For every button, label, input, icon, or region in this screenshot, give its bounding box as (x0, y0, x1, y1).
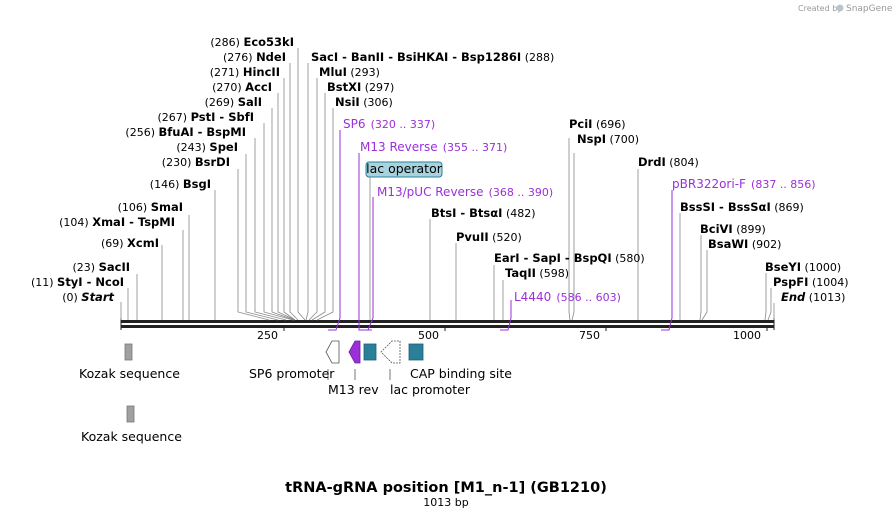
enzyme-bseyi[interactable]: BseYI (1000) (765, 260, 841, 274)
enzyme-bsrdi[interactable]: (230) BsrDI (162, 155, 230, 169)
lac-operator-box[interactable] (363, 343, 377, 361)
snapgene-logo-icon (836, 4, 844, 12)
enzyme-bsgi[interactable]: (146) BsgI (150, 177, 211, 191)
enzyme-pspfi[interactable]: PspFI (1004) (773, 275, 849, 289)
primer-pbr322ori-f[interactable]: pBR322ori-F (837 .. 856) (672, 173, 816, 192)
enzyme-bsawi[interactable]: BsaWI (902) (708, 237, 781, 251)
kozak-feature-2[interactable] (126, 405, 135, 423)
primer-m13-reverse[interactable]: M13 Reverse (355 .. 371) (360, 136, 507, 155)
enzyme-xcmi[interactable]: (69) XcmI (101, 236, 159, 250)
enzyme-hincii[interactable]: (271) HincII (210, 65, 280, 79)
enzyme-btsi-btsai[interactable]: BtsI - BtsαI (482) (431, 206, 536, 220)
enzyme-acci[interactable]: (270) AccI (212, 80, 272, 94)
lac-operator-label: lac operator (366, 161, 443, 176)
scale-ticks: 250 500 750 1000 (120, 318, 775, 342)
sequence-end[interactable]: End (1013) (781, 290, 845, 304)
feature-track (124, 340, 424, 423)
enzyme-bstxi[interactable]: BstXI (297) (327, 80, 394, 94)
sp6-promoter-arrow[interactable] (325, 340, 340, 364)
primer-sp6[interactable]: SP6 (320 .. 337) (343, 113, 435, 132)
enzyme-styi-ncoi[interactable]: (11) StyI - NcoI (31, 275, 124, 289)
lac-promoter-arrow[interactable] (380, 340, 401, 364)
enzyme-smai[interactable]: (106) SmaI (118, 200, 183, 214)
lac-operator-feature[interactable]: lac operator (365, 161, 443, 320)
enzyme-sali[interactable]: (269) SalI (205, 95, 262, 109)
enzyme-mlui[interactable]: MluI (293) (319, 65, 380, 79)
enzyme-bsssi[interactable]: BssSI - BssSαI (869) (680, 200, 804, 214)
tick-250: 250 (257, 329, 278, 342)
enzyme-taqii[interactable]: TaqII (598) (505, 266, 569, 280)
cap-site-box[interactable] (408, 343, 424, 361)
tick-750: 750 (579, 329, 600, 342)
primer-labels: SP6 (320 .. 337) M13 Reverse (355 .. 371… (343, 113, 816, 305)
map-title: tRNA-gRNA position [M1_n-1] (GB1210) (285, 480, 607, 496)
kozak-label-2: Kozak sequence (81, 429, 182, 444)
m13-rev-label: M13 rev (328, 382, 379, 397)
tick-500: 500 (418, 329, 439, 342)
created-by-text: Created by (798, 4, 842, 13)
enzyme-ndei[interactable]: (276) NdeI (223, 50, 286, 64)
enzyme-bfuai-bspmi[interactable]: (256) BfuAI - BspMI (125, 125, 246, 139)
primer-m13-puc-reverse[interactable]: M13/pUC Reverse (368 .. 390) (377, 181, 553, 200)
kozak-feature-1[interactable] (124, 343, 133, 361)
enzyme-xmai-tspmi[interactable]: (104) XmaI - TspMI (59, 215, 175, 229)
m13-rev-arrow[interactable] (348, 340, 361, 364)
lac-promoter-label: lac promoter (390, 382, 471, 397)
enzyme-leader-lines (120, 48, 775, 321)
sp6-promoter-label: SP6 promoter (249, 366, 335, 381)
primer-leader-lines (328, 130, 673, 331)
enzyme-bcivi[interactable]: BciVI (899) (700, 222, 766, 236)
enzyme-pvuii[interactable]: PvuII (520) (456, 230, 522, 244)
sequence-start[interactable]: (0) Start (62, 290, 114, 304)
enzyme-pcii[interactable]: PciI (696) (569, 117, 626, 131)
kozak-label-1: Kozak sequence (79, 366, 180, 381)
enzyme-labels-right: SacI - BanII - BsiHKAI - Bsp1286I (288) … (311, 50, 849, 304)
enzyme-psti-sbfi[interactable]: (267) PstI - SbfI (157, 110, 254, 124)
enzyme-saci-group[interactable]: SacI - BanII - BsiHKAI - Bsp1286I (288) (311, 50, 554, 64)
cap-binding-site-label: CAP binding site (410, 366, 512, 381)
snapgene-brand: Created by SnapGene (798, 4, 893, 14)
enzyme-labels-left: (286) Eco53kI (276) NdeI (271) HincII (2… (31, 35, 294, 304)
enzyme-nspi[interactable]: NspI (700) (577, 132, 639, 146)
sequence-length: 1013 bp (423, 496, 468, 509)
enzyme-eari-group[interactable]: EarI - SapI - BspQI (580) (494, 251, 645, 265)
feature-labels: Kozak sequence Kozak sequence SP6 promot… (79, 366, 512, 444)
enzyme-drdi[interactable]: DrdI (804) (638, 155, 699, 169)
enzyme-nsii[interactable]: NsiI (306) (335, 95, 393, 109)
enzyme-spei[interactable]: (243) SpeI (176, 140, 238, 154)
sequence-backbone[interactable] (121, 320, 774, 328)
primer-l4440[interactable]: L4440 (586 .. 603) (514, 286, 621, 305)
snapgene-name: SnapGene (846, 4, 893, 14)
tick-1000: 1000 (733, 329, 761, 342)
enzyme-sacii[interactable]: (23) SacII (72, 260, 130, 274)
enzyme-eco53ki[interactable]: (286) Eco53kI (210, 35, 294, 49)
